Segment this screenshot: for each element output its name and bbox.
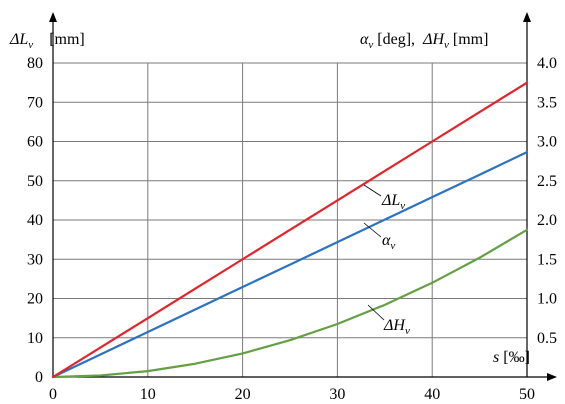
right-tick-label: 4.0 <box>537 55 557 72</box>
left-axis-arrow <box>49 12 57 22</box>
leader-dH <box>367 304 385 321</box>
series-line-1 <box>51 151 529 379</box>
right-tick-label: 1.0 <box>537 291 557 308</box>
right-axis-arrow <box>523 12 531 22</box>
left-tick-label: 60 <box>27 134 43 151</box>
x-tick-label: 30 <box>329 386 345 403</box>
leader-dL <box>363 184 382 197</box>
axes <box>49 12 557 381</box>
series-line-0 <box>51 81 529 379</box>
axis-labels: ΔLv [mm] αv [deg], ΔHv [mm] s [‰] ΔLv αv ΔHv <box>9 31 530 366</box>
left-tick-label: 0 <box>35 369 43 386</box>
right-tick-label: 0.5 <box>537 330 557 347</box>
grid <box>53 62 528 377</box>
left-tick-label: 30 <box>27 251 43 268</box>
left-tick-label: 50 <box>27 173 43 190</box>
x-tick-label: 20 <box>235 386 251 403</box>
series-lines <box>51 81 529 379</box>
x-tick-label: 40 <box>424 386 440 403</box>
right-axis-label: αv [deg], ΔHv [mm] <box>360 31 488 51</box>
x-tick-label: 0 <box>49 386 57 403</box>
right-tick-label: 1.5 <box>537 251 557 268</box>
left-axis-label: ΔLv [mm] <box>9 31 85 51</box>
left-tick-label: 70 <box>27 94 43 111</box>
x-axis-label: s [‰] <box>493 349 530 366</box>
x-tick-label: 50 <box>519 386 535 403</box>
x-tick-label: 10 <box>140 386 156 403</box>
series-label-dL: ΔLv <box>381 192 405 212</box>
series-line-2 <box>51 228 529 379</box>
right-tick-label: 3.5 <box>537 94 557 111</box>
leader-alpha <box>363 222 382 238</box>
series-label-alpha: αv <box>382 232 395 252</box>
tick-labels: 0 10 20 30 40 50 60 70 80 0.5 1.0 1.5 2.0 2.5 3.0 3.5 4.… <box>27 55 557 403</box>
right-tick-label: 2.0 <box>537 212 557 229</box>
left-tick-label: 10 <box>27 330 43 347</box>
right-tick-label: 2.5 <box>537 173 557 190</box>
left-tick-label: 40 <box>27 212 43 229</box>
series-label-dH: ΔHv <box>383 317 410 337</box>
left-tick-label: 80 <box>27 55 43 72</box>
x-axis-arrow <box>547 373 557 381</box>
right-tick-label: 3.0 <box>537 134 557 151</box>
left-tick-label: 20 <box>27 291 43 308</box>
